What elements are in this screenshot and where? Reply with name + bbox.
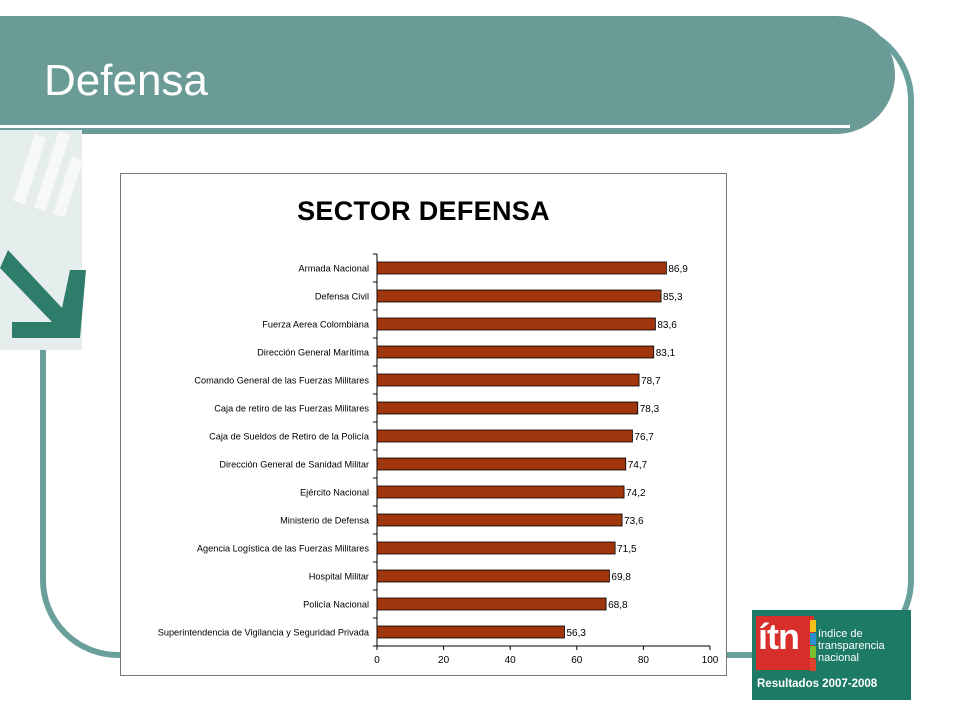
data-bar [376,625,565,639]
data-label: 69,8 [611,572,631,583]
data-label: 74,2 [626,488,646,499]
itn-watermark-icon [0,130,86,350]
data-label: 86,9 [668,264,688,275]
x-tick-label: 40 [505,655,517,666]
data-bar [376,373,640,387]
category-label: Fuerza Aerea Colombiana [262,320,370,330]
chart-title: SECTOR DEFENSA [297,196,550,226]
logo-squares-icon [810,620,816,672]
category-label: Armada Nacional [299,264,369,274]
category-label: Dirección General Marítima [257,348,370,358]
category-label: Defensa Civil [315,292,369,302]
data-label: 76,7 [634,432,654,443]
data-bar [376,513,623,527]
data-bar [376,401,639,415]
data-label: 73,6 [624,516,644,527]
data-bar [376,261,667,275]
data-bar [376,541,616,555]
category-label: Caja de Sueldos de Retiro de la Policía [209,432,370,442]
x-tick-label: 0 [374,655,380,666]
category-label: Ministerio de Defensa [280,516,370,526]
category-label: Agencia Logística de las Fuerzas Militar… [197,544,369,554]
data-label: 78,3 [640,404,660,415]
x-tick-label: 100 [702,655,719,666]
bar-chart: 0 20 40 60 80 100 Armada Nacional 86,9 Defensa C… [158,253,719,666]
category-label: Comando General de las Fuerzas Militares [194,376,369,386]
data-label: 74,7 [628,460,648,471]
category-label: Superintendencia de Vigilancia y Segurid… [158,628,370,638]
data-bar [376,317,656,331]
data-label: 71,5 [617,544,637,555]
x-tick-label: 60 [571,655,583,666]
itn-logo: ítn índice de transparencia nacional Res… [752,610,911,700]
x-tick-label: 80 [638,655,650,666]
itn-logo-letters: ítn [758,616,800,657]
logo-results: Resultados 2007-2008 [757,678,878,690]
data-bar [376,429,633,443]
logo-tagline-line: transparencia [818,640,885,652]
chart-panel: SECTOR DEFENSA 0 20 40 60 80 100 Armada Nacion… [120,173,727,676]
data-label: 83,6 [657,320,677,331]
category-label: Dirección General de Sanidad Militar [219,460,369,470]
category-label: Caja de retiro de las Fuerzas Militares [214,404,369,414]
title-underline [0,125,850,128]
data-bar [376,569,610,583]
category-label: Ejército Nacional [300,488,369,498]
logo-tagline-line: índice de [818,628,863,640]
category-label: Hospital Militar [309,572,369,582]
title-band [0,16,895,134]
data-label: 68,8 [608,600,628,611]
x-tick-label: 20 [438,655,450,666]
data-bar [376,457,627,471]
data-label: 83,1 [656,348,676,359]
data-bar [376,597,607,611]
data-label: 78,7 [641,376,661,387]
logo-tagline: índice de transparencia nacional [818,628,885,664]
slide-title: Defensa [44,56,208,105]
data-bar [376,345,655,359]
itn-logo-mark: ítn [756,616,814,670]
data-bar [376,289,662,303]
logo-tagline-line: nacional [818,652,859,664]
category-label: Policía Nacional [303,600,369,610]
data-label: 56,3 [566,628,586,639]
data-bar [376,485,625,499]
data-label: 85,3 [663,292,683,303]
